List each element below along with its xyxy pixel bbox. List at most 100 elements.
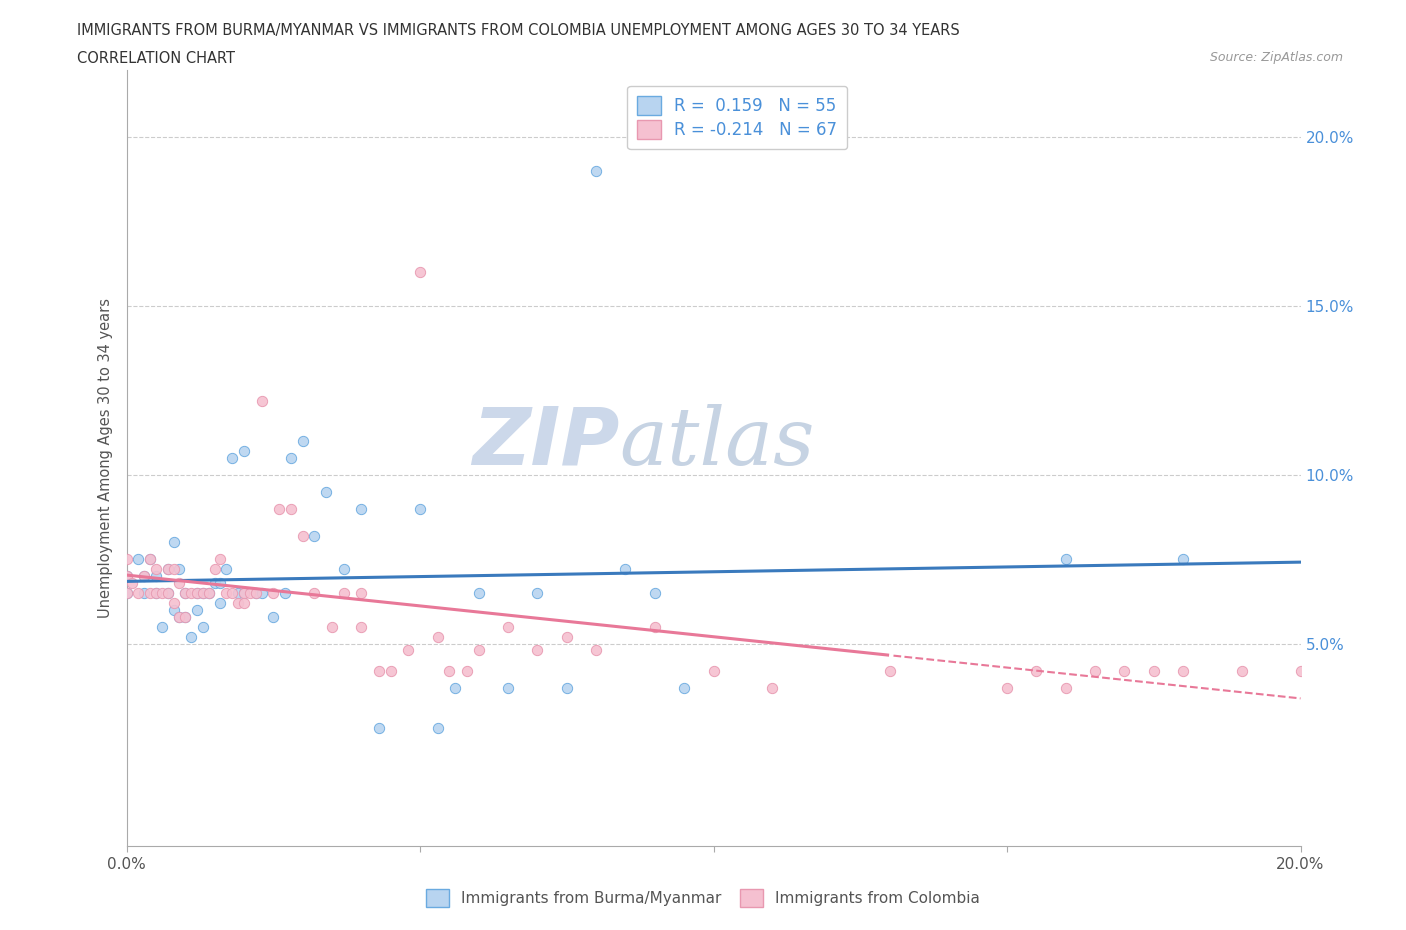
Point xyxy=(304,528,326,543)
Point xyxy=(274,586,297,601)
Point xyxy=(162,562,184,577)
Point xyxy=(169,609,191,624)
Point xyxy=(134,586,156,601)
Point xyxy=(180,630,202,644)
Point xyxy=(467,586,489,601)
Point xyxy=(444,680,467,695)
Point xyxy=(169,576,191,591)
Point xyxy=(115,586,138,601)
Point xyxy=(1025,663,1047,678)
Point xyxy=(191,586,214,601)
Text: IMMIGRANTS FROM BURMA/MYANMAR VS IMMIGRANTS FROM COLOMBIA UNEMPLOYMENT AMONG AGE: IMMIGRANTS FROM BURMA/MYANMAR VS IMMIGRA… xyxy=(77,23,960,38)
Point xyxy=(644,586,666,601)
Point xyxy=(156,562,179,577)
Point xyxy=(350,619,373,634)
Point xyxy=(304,586,326,601)
Text: atlas: atlas xyxy=(620,404,815,481)
Point xyxy=(426,630,449,644)
Point xyxy=(197,586,219,601)
Point xyxy=(332,586,354,601)
Point xyxy=(1143,663,1166,678)
Point xyxy=(262,586,284,601)
Point xyxy=(496,680,519,695)
Point xyxy=(145,562,167,577)
Point xyxy=(115,569,138,584)
Point xyxy=(186,586,208,601)
Point xyxy=(456,663,478,678)
Point xyxy=(162,535,184,550)
Point xyxy=(139,551,162,566)
Point xyxy=(291,528,314,543)
Point xyxy=(368,721,391,736)
Point xyxy=(204,576,226,591)
Point xyxy=(134,569,156,584)
Point xyxy=(879,663,901,678)
Point xyxy=(174,609,197,624)
Text: ZIP: ZIP xyxy=(472,404,620,482)
Point xyxy=(145,586,167,601)
Point xyxy=(226,596,249,611)
Point xyxy=(396,643,419,658)
Point xyxy=(644,619,666,634)
Point xyxy=(197,586,219,601)
Point xyxy=(555,680,578,695)
Point xyxy=(1084,663,1107,678)
Point xyxy=(585,164,607,179)
Point xyxy=(269,501,291,516)
Point xyxy=(191,619,214,634)
Point xyxy=(1171,551,1194,566)
Point xyxy=(162,603,184,618)
Point xyxy=(169,609,191,624)
Point xyxy=(115,569,138,584)
Point xyxy=(174,609,197,624)
Point xyxy=(145,569,167,584)
Point xyxy=(585,643,607,658)
Point xyxy=(439,663,461,678)
Point xyxy=(409,501,432,516)
Point xyxy=(127,586,149,601)
Point xyxy=(614,562,637,577)
Point xyxy=(209,551,232,566)
Point xyxy=(1289,663,1312,678)
Point xyxy=(1230,663,1253,678)
Point xyxy=(174,586,197,601)
Legend: Immigrants from Burma/Myanmar, Immigrants from Colombia: Immigrants from Burma/Myanmar, Immigrant… xyxy=(420,884,986,913)
Point xyxy=(368,663,391,678)
Point xyxy=(245,586,267,601)
Point xyxy=(526,643,548,658)
Point xyxy=(245,586,267,601)
Point xyxy=(174,586,197,601)
Point xyxy=(156,586,179,601)
Point xyxy=(150,586,173,601)
Point xyxy=(1171,663,1194,678)
Point xyxy=(350,586,373,601)
Point xyxy=(186,586,208,601)
Point xyxy=(555,630,578,644)
Point xyxy=(496,619,519,634)
Point xyxy=(226,586,249,601)
Legend: R =  0.159   N = 55, R = -0.214   N = 67: R = 0.159 N = 55, R = -0.214 N = 67 xyxy=(627,86,846,150)
Point xyxy=(291,433,314,448)
Point xyxy=(280,451,302,466)
Point xyxy=(209,596,232,611)
Point xyxy=(169,562,191,577)
Point xyxy=(215,586,238,601)
Point xyxy=(145,586,167,601)
Point xyxy=(380,663,402,678)
Point xyxy=(221,451,243,466)
Text: Source: ZipAtlas.com: Source: ZipAtlas.com xyxy=(1209,51,1343,64)
Point xyxy=(350,501,373,516)
Point xyxy=(209,576,232,591)
Point xyxy=(526,586,548,601)
Point xyxy=(115,551,138,566)
Point xyxy=(239,586,262,601)
Point xyxy=(139,586,162,601)
Point xyxy=(1054,680,1077,695)
Point xyxy=(233,586,256,601)
Point xyxy=(156,562,179,577)
Point xyxy=(233,444,256,458)
Y-axis label: Unemployment Among Ages 30 to 34 years: Unemployment Among Ages 30 to 34 years xyxy=(98,298,114,618)
Point xyxy=(262,609,284,624)
Point xyxy=(186,603,208,618)
Point xyxy=(162,596,184,611)
